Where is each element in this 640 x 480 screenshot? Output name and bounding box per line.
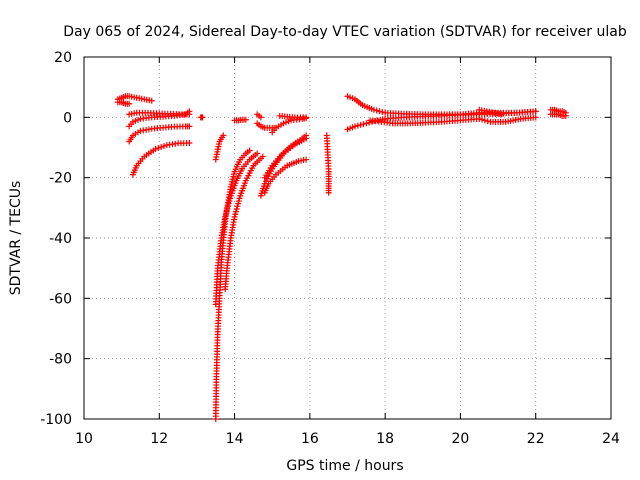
ticks-layer: 10 12 14 16 18 20 22 24 -100 -80 -60 -40 -20 0 20 [40, 50, 620, 447]
series-arc-dive [212, 147, 253, 422]
data-point [227, 195, 234, 202]
series-arc-d [129, 139, 193, 178]
data-layer [114, 93, 569, 422]
y-tick-label: -40 [49, 231, 72, 247]
data-point [224, 203, 231, 210]
y-tick-label: -20 [49, 171, 72, 187]
series-arc-3 [222, 153, 266, 293]
data-point [199, 114, 206, 121]
data-point [354, 122, 361, 129]
series-arc-late-3 [367, 114, 539, 127]
data-point [235, 198, 242, 205]
data-point [158, 144, 165, 151]
data-point [233, 205, 240, 212]
data-point [152, 146, 159, 153]
series-arc-b [126, 108, 193, 130]
series-arc-9 [261, 132, 310, 181]
series-arc-7 [254, 111, 264, 121]
x-tick-label: 14 [226, 431, 244, 447]
data-point [303, 132, 310, 139]
data-point [222, 213, 229, 220]
data-point [484, 118, 491, 125]
data-point [259, 153, 266, 160]
x-tick-label: 22 [527, 431, 545, 447]
series-pt-13 [197, 114, 206, 121]
data-point [155, 145, 162, 152]
data-point [246, 147, 253, 154]
series-arc-c [126, 123, 193, 145]
x-tick-label: 20 [452, 431, 470, 447]
data-point [479, 116, 486, 123]
data-point [126, 100, 133, 107]
series-arc-5 [231, 116, 249, 124]
x-tick-label: 10 [75, 431, 93, 447]
series-arc-4 [212, 132, 227, 163]
data-point [357, 121, 364, 128]
data-point [231, 213, 238, 220]
y-tick-label: -100 [40, 412, 72, 428]
x-tick-label: 24 [602, 431, 620, 447]
data-point [186, 108, 193, 115]
x-axis-label: GPS time / hours [286, 458, 403, 474]
data-point [232, 211, 239, 218]
data-point [360, 121, 367, 128]
data-point [224, 205, 231, 212]
chart-title: Day 065 of 2024, Sidereal Day-to-day VTE… [63, 24, 627, 40]
data-point [257, 114, 264, 121]
series-arc-12 [276, 112, 310, 121]
data-point [186, 123, 193, 130]
series-arc-10 [261, 156, 310, 196]
data-point [481, 117, 488, 124]
data-point [352, 123, 359, 130]
series-arc-late-4 [476, 106, 505, 118]
y-tick-label: -80 [49, 352, 72, 368]
data-point [242, 116, 249, 123]
data-point [562, 112, 569, 119]
data-point [225, 200, 232, 207]
data-point [223, 208, 230, 215]
data-point [226, 198, 233, 205]
data-point [222, 211, 229, 218]
y-tick-label: 20 [54, 50, 72, 66]
data-point [232, 208, 239, 215]
data-point [532, 114, 539, 121]
data-point [476, 115, 483, 122]
data-point [325, 189, 332, 196]
plot-frame [83, 56, 612, 420]
data-point [235, 200, 242, 207]
data-point [376, 108, 383, 115]
data-point [303, 156, 310, 163]
data-point [532, 108, 539, 115]
series-arc-6 [254, 120, 279, 131]
x-tick-label: 18 [376, 431, 394, 447]
data-point [363, 120, 370, 127]
y-tick-label: 0 [63, 110, 72, 126]
data-point [234, 203, 241, 210]
series-arc-late-6 [547, 111, 569, 119]
data-point [373, 107, 380, 114]
data-point [303, 114, 310, 121]
y-tick-label: -60 [49, 291, 72, 307]
series-arc-13 [323, 132, 332, 196]
data-point [186, 139, 193, 146]
x-tick-label: 16 [301, 431, 319, 447]
data-point [236, 195, 243, 202]
data-point [254, 150, 261, 157]
data-point [220, 132, 227, 139]
y-axis-label: SDTVAR / TECUs [8, 181, 24, 296]
series-arc-2 [212, 150, 261, 308]
series-arc-early-top2 [114, 99, 133, 107]
data-point [498, 111, 505, 118]
x-tick-label: 12 [150, 431, 168, 447]
series-arc-early-top [114, 93, 155, 104]
data-point [160, 143, 167, 150]
data-point [379, 109, 386, 116]
data-point [370, 106, 377, 113]
data-point [148, 97, 155, 104]
